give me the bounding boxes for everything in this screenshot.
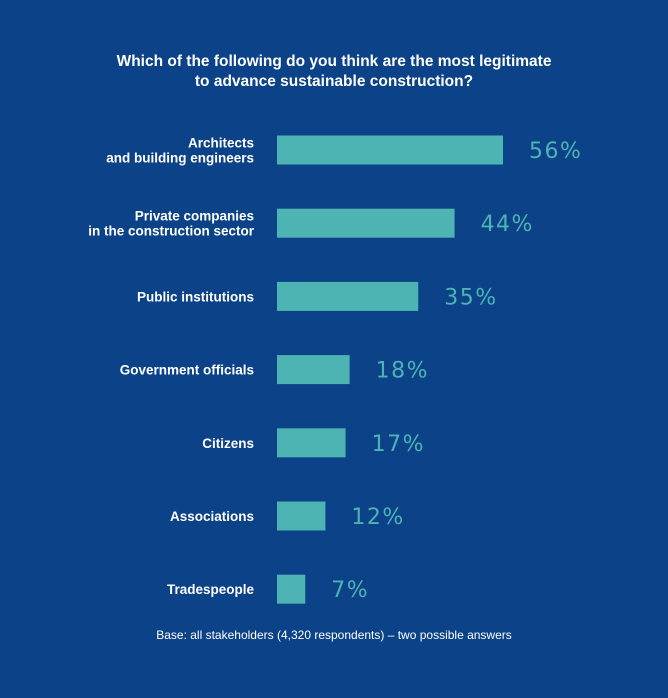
bar [277, 428, 346, 458]
bar [277, 281, 419, 311]
category-label: and building engineers [106, 151, 254, 166]
category-label: Government officials [120, 363, 254, 378]
chart-footnote: Base: all stakeholders (4,320 respondent… [156, 628, 512, 642]
category-label: Associations [170, 509, 254, 524]
category-label: Citizens [202, 436, 254, 451]
bar [277, 355, 350, 385]
bar [277, 135, 503, 165]
bar [277, 208, 455, 238]
bar [277, 501, 326, 531]
category-label: in the construction sector [88, 224, 255, 239]
category-label: Tradespeople [167, 582, 255, 597]
category-label: Architects [188, 136, 254, 151]
value-label: 56% [529, 139, 582, 164]
chart-title-line-1: Which of the following do you think are … [116, 53, 552, 70]
chart-title: Which of the following do you think are … [0, 52, 668, 92]
value-label: 18% [376, 359, 429, 384]
value-label: 44% [481, 212, 534, 237]
category-label: Private companies [135, 209, 254, 224]
category-label: Public institutions [137, 289, 254, 304]
value-label: 17% [372, 432, 425, 457]
value-label: 7% [331, 578, 369, 603]
value-label: 12% [351, 505, 404, 530]
value-label: 35% [444, 285, 497, 310]
chart-title-line-2: to advance sustainable construction? [194, 73, 474, 90]
bar [277, 574, 306, 604]
